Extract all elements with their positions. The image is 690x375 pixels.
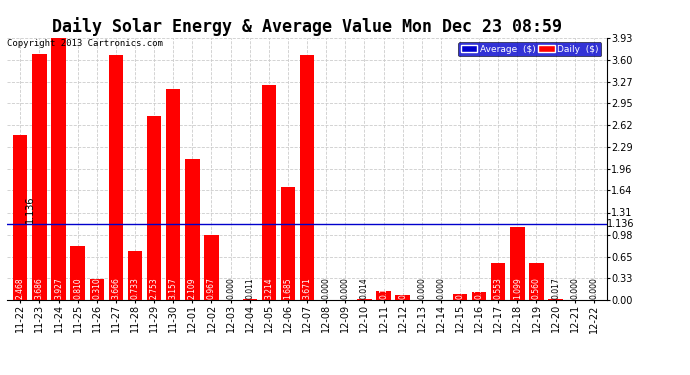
Text: 0.000: 0.000 — [226, 277, 235, 298]
Text: 3.686: 3.686 — [35, 277, 44, 298]
Bar — [242, 299, 257, 300]
Bar — [529, 262, 544, 300]
Title: Daily Solar Energy & Average Value Mon Dec 23 08:59: Daily Solar Energy & Average Value Mon D… — [52, 17, 562, 36]
Text: 1.136: 1.136 — [25, 195, 34, 223]
Text: 0.000: 0.000 — [436, 277, 445, 298]
Bar — [357, 299, 372, 300]
Text: 0.967: 0.967 — [207, 277, 216, 298]
Text: 2.753: 2.753 — [150, 277, 159, 298]
Text: 1.099: 1.099 — [513, 277, 522, 298]
Text: 0.810: 0.810 — [73, 277, 82, 298]
Text: 0.017: 0.017 — [551, 277, 560, 298]
Bar — [51, 38, 66, 300]
Bar — [147, 116, 161, 300]
Text: 0.000: 0.000 — [570, 277, 579, 298]
Bar — [453, 294, 467, 300]
Text: 3.157: 3.157 — [169, 277, 178, 298]
Text: 0.310: 0.310 — [92, 277, 101, 298]
Bar — [395, 295, 410, 300]
Text: 0.014: 0.014 — [360, 277, 369, 298]
Bar — [32, 54, 46, 300]
Text: 1.136: 1.136 — [607, 219, 635, 229]
Text: 2.468: 2.468 — [16, 277, 25, 298]
Text: 0.081: 0.081 — [398, 277, 407, 298]
Text: 0.000: 0.000 — [322, 277, 331, 298]
Bar — [262, 86, 276, 300]
Text: 0.011: 0.011 — [245, 277, 254, 298]
Text: 0.125: 0.125 — [475, 277, 484, 298]
Bar — [185, 159, 199, 300]
Bar — [549, 299, 563, 300]
Text: 3.927: 3.927 — [54, 277, 63, 298]
Text: 2.109: 2.109 — [188, 277, 197, 298]
Text: 3.666: 3.666 — [111, 277, 120, 298]
Text: 0.084: 0.084 — [455, 277, 464, 298]
Bar — [70, 246, 85, 300]
Bar — [472, 292, 486, 300]
Bar — [13, 135, 28, 300]
Bar — [510, 226, 524, 300]
Bar — [90, 279, 104, 300]
Bar — [281, 188, 295, 300]
Text: Copyright 2013 Cartronics.com: Copyright 2013 Cartronics.com — [7, 39, 163, 48]
Text: 1.685: 1.685 — [284, 277, 293, 298]
Text: 3.671: 3.671 — [302, 277, 312, 298]
Text: 0.000: 0.000 — [589, 277, 598, 298]
Bar — [128, 251, 142, 300]
Text: 0.141: 0.141 — [379, 277, 388, 298]
Bar — [109, 55, 123, 300]
Legend: Average  ($), Daily  ($): Average ($), Daily ($) — [458, 42, 602, 56]
Bar — [166, 89, 180, 300]
Text: 3.214: 3.214 — [264, 277, 273, 298]
Text: 0.560: 0.560 — [532, 277, 541, 298]
Text: 0.553: 0.553 — [494, 277, 503, 298]
Text: 0.733: 0.733 — [130, 277, 139, 298]
Bar — [491, 263, 505, 300]
Bar — [204, 236, 219, 300]
Bar — [300, 55, 314, 300]
Text: 0.000: 0.000 — [417, 277, 426, 298]
Bar — [376, 291, 391, 300]
Text: 0.000: 0.000 — [341, 277, 350, 298]
